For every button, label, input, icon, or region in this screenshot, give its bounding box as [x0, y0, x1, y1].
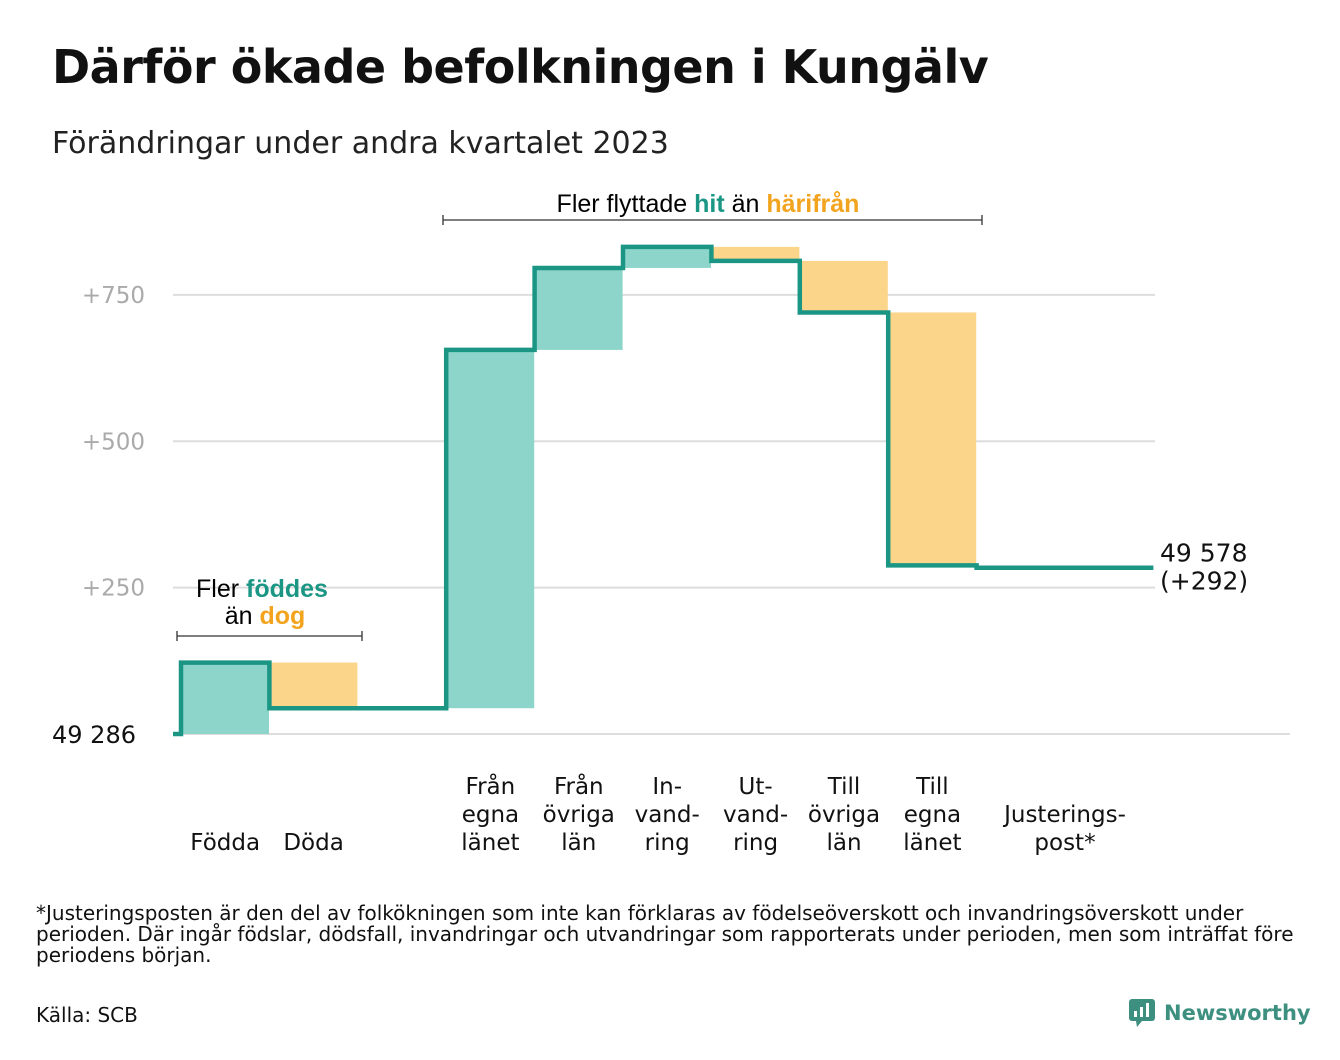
category-label-4-0: Från: [554, 772, 604, 800]
category-label-6-2: ring: [733, 830, 778, 856]
category-label-7-2: län: [826, 830, 861, 856]
y-tick-label-250: +250: [82, 576, 145, 602]
category-label-1-0: Döda: [283, 830, 343, 856]
y-tick-label-500: +500: [82, 429, 145, 455]
category-label-8-2: länet: [903, 830, 961, 856]
category-label-3-2: länet: [461, 830, 519, 856]
source-label: Källa: SCB: [36, 1003, 138, 1027]
category-label-5-1: vand-: [635, 802, 700, 828]
category-label-3-0: Från: [466, 772, 516, 800]
category-label-4-1: övriga: [543, 802, 615, 828]
annotation-migration-highlight-here: hit: [694, 190, 725, 218]
category-label-6-0: Ut-: [739, 774, 773, 800]
annotation-migration-bracket: [442, 215, 983, 225]
category-label-6-1: vand-: [723, 802, 788, 828]
category-label-5-2: ring: [645, 830, 690, 856]
annotation-migration-highlight-away: härifrån: [766, 190, 859, 218]
annotation-natural-line1: Fler föddes: [196, 575, 328, 603]
annotation-natural-prefix2: än: [225, 602, 260, 630]
bar-5: [623, 246, 711, 268]
category-label-8-0: Till: [915, 774, 949, 800]
annotation-natural-bracket: [176, 631, 363, 641]
annotation-migration-prefix: Fler flyttade: [557, 190, 695, 218]
category-label-3-1: egna: [462, 802, 519, 828]
annotation-natural-line2: än dog: [225, 602, 306, 630]
line-layer: [173, 244, 1154, 737]
annotation-migration-middle: än: [725, 190, 767, 218]
brand-logo: Newsworthy: [1128, 998, 1311, 1028]
bar-8: [888, 312, 977, 566]
category-label-0-0: Födda: [190, 830, 260, 856]
category-label-7-1: övriga: [808, 802, 880, 828]
grid-layer: +250 +500 +750: [82, 283, 1290, 735]
cumulative-step-line: [173, 244, 1154, 737]
bar-6: [711, 246, 800, 261]
bar-3: [446, 349, 535, 709]
bar-1: [269, 662, 358, 709]
annotation-natural-highlight-born: föddes: [246, 575, 328, 603]
chart-title: Därför ökade befolkningen i Kungälv: [52, 40, 989, 94]
annotation-natural-highlight-died: dog: [259, 602, 305, 630]
annotation-natural-prefix: Fler: [196, 575, 246, 603]
annotation-migration: Fler flyttade hit än härifrån: [557, 190, 860, 218]
category-label-8-1: egna: [904, 802, 961, 828]
chart-subtitle: Förändringar under andra kvartalet 2023: [52, 126, 669, 161]
bar-0: [181, 662, 269, 734]
category-label-9-0: Justerings-: [1002, 802, 1126, 828]
bar-layer: [181, 246, 977, 734]
category-label-4-2: län: [561, 830, 596, 856]
footnote: *Justeringsposten är den del av folkökni…: [36, 901, 1294, 967]
category-label-5-0: In-: [652, 774, 682, 800]
start-value-label: 49 286: [52, 721, 136, 749]
y-tick-label-750: +750: [82, 283, 145, 309]
newsworthy-logo-icon: [1129, 999, 1155, 1027]
end-value-label-0: 49 578: [1160, 539, 1247, 568]
bar-4: [534, 267, 623, 350]
end-value-label-1: (+292): [1160, 567, 1248, 596]
category-label-7-0: Till: [827, 774, 861, 800]
brand-name: Newsworthy: [1164, 1001, 1311, 1025]
bar-7: [799, 260, 888, 313]
category-label-9-1: post*: [1034, 830, 1095, 856]
